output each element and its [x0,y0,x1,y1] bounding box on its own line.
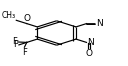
Text: O: O [85,49,92,58]
Text: O: O [23,14,30,23]
Text: F: F [13,40,18,49]
Text: N: N [96,19,103,28]
Text: N: N [87,38,94,47]
Text: CH₃: CH₃ [2,11,16,20]
Text: F: F [12,37,17,46]
Text: F: F [22,48,27,56]
